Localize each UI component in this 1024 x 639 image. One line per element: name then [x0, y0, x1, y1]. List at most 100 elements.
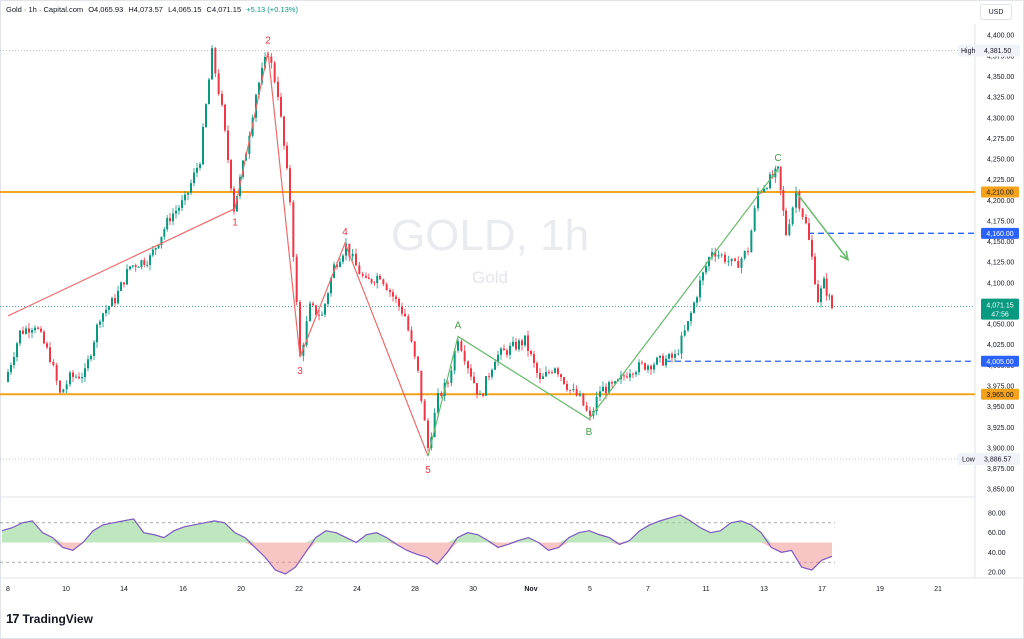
y-tick-label: 4,250.00 — [987, 157, 1014, 164]
candle-body — [137, 266, 140, 268]
candle-body — [727, 261, 730, 262]
candle-body — [683, 330, 686, 336]
candle-body — [295, 256, 298, 303]
candle-body — [677, 353, 680, 355]
candle-body — [96, 324, 98, 343]
candle-body — [52, 361, 55, 366]
wave-label-3: 3 — [297, 366, 303, 377]
candle-body — [134, 265, 137, 268]
candle-body — [75, 376, 77, 378]
candle-body — [512, 341, 514, 346]
candle-body — [447, 382, 449, 384]
x-tick-label: 10 — [62, 586, 70, 593]
candle-body — [175, 210, 177, 214]
candle-body — [653, 364, 655, 370]
elliott-corrective-wave — [427, 168, 779, 457]
candle-body — [623, 375, 625, 377]
candle-body — [518, 340, 520, 350]
candle-body — [407, 316, 410, 331]
candle-body — [825, 278, 828, 296]
candle-body — [680, 335, 683, 354]
candle-body — [650, 365, 652, 370]
candle-body — [641, 362, 643, 364]
candle-body — [111, 298, 113, 307]
candle-body — [90, 356, 92, 360]
candle-body — [102, 313, 104, 322]
candle-body — [671, 353, 673, 358]
candle-body — [154, 247, 157, 250]
candle-body — [236, 196, 238, 212]
candle-body — [336, 264, 338, 267]
candle-body — [720, 254, 723, 256]
candle-body — [614, 381, 616, 384]
level-price-tag-bg — [981, 355, 1019, 367]
wave-label-4: 4 — [342, 227, 348, 238]
candle-body — [166, 218, 169, 230]
candle-body — [196, 167, 198, 173]
x-tick-label: 13 — [760, 586, 768, 593]
candle-body — [330, 277, 332, 294]
high-tag-value: 4,381.50 — [984, 48, 1011, 55]
y-tick-label: 3,925.00 — [987, 425, 1014, 432]
candle-body — [258, 82, 260, 95]
currency-button[interactable]: USD — [980, 4, 1012, 20]
candle-body — [533, 354, 535, 364]
candle-body — [527, 335, 529, 352]
candle-body — [78, 376, 80, 379]
candle-body — [202, 126, 204, 165]
x-tick-label: 22 — [295, 586, 303, 593]
candle-body — [264, 56, 266, 68]
rsi-tick-label: 20.00 — [988, 570, 1006, 577]
candle-body — [385, 284, 388, 291]
rsi-tick-label: 80.00 — [988, 511, 1006, 518]
candle-body — [460, 341, 463, 351]
x-tick-label: 7 — [646, 586, 650, 593]
candle-body — [392, 292, 394, 297]
candle-body — [190, 183, 192, 193]
candle-body — [351, 253, 354, 257]
candle-body — [551, 372, 553, 374]
candle-body — [214, 48, 217, 74]
forecast-arrow-head — [839, 250, 850, 262]
candle-body — [585, 405, 588, 411]
low-tag-label: Low — [962, 457, 976, 464]
x-tick-label: 5 — [588, 586, 592, 593]
candle-body — [482, 394, 484, 396]
candle-body — [747, 250, 749, 253]
candle-body — [687, 321, 689, 331]
candle-body — [93, 342, 95, 357]
candle-body — [515, 341, 517, 350]
candle-body — [798, 191, 801, 209]
low-value: L4,065.15 — [168, 5, 202, 14]
candle-body — [453, 350, 456, 371]
candle-body — [644, 363, 646, 370]
candle-body — [327, 293, 329, 304]
level-price-tag-bg — [981, 186, 1019, 198]
candle-body — [108, 306, 110, 310]
candle-body — [457, 341, 459, 351]
candle-body — [273, 62, 276, 82]
candle-body — [126, 269, 128, 285]
candle-body — [49, 347, 51, 362]
candle-body — [151, 249, 154, 256]
candle-body — [805, 216, 807, 224]
candle-body — [227, 130, 229, 160]
candle-body — [696, 297, 698, 303]
candle-body — [373, 282, 376, 284]
candle-body — [632, 373, 634, 375]
candle-body — [221, 93, 223, 105]
tradingview-logo[interactable]: 17 TradingView — [6, 611, 93, 626]
y-tick-label: 3,875.00 — [987, 466, 1014, 473]
candle-body — [37, 327, 39, 329]
candle-body — [635, 372, 637, 375]
candle-body — [55, 365, 58, 381]
watermark-subtitle: Gold — [472, 268, 508, 287]
candle-body — [491, 369, 493, 377]
y-tick-label: 4,175.00 — [987, 218, 1014, 225]
candle-body — [668, 353, 670, 359]
rsi-tick-label: 40.00 — [988, 550, 1006, 557]
candle-body — [120, 282, 122, 291]
candle-body — [382, 279, 385, 285]
symbol-name[interactable]: Gold · 1h · Capital.com — [6, 5, 84, 14]
